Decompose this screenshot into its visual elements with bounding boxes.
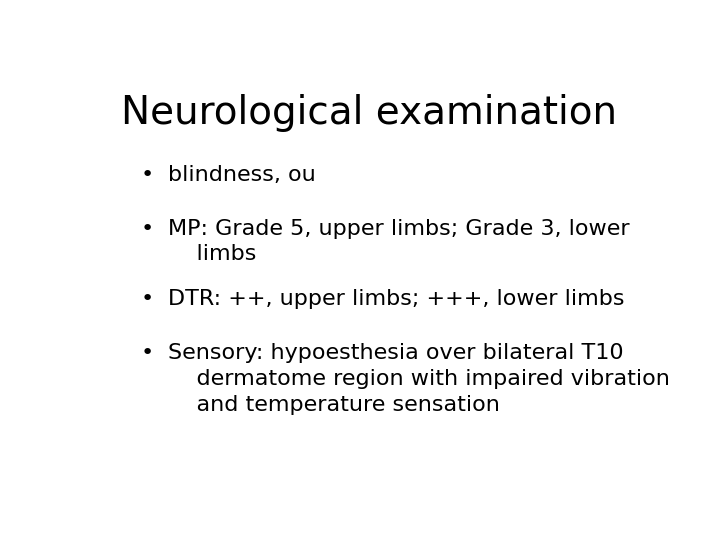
Text: •: • — [140, 343, 153, 363]
Text: blindness, ou: blindness, ou — [168, 165, 316, 185]
Text: Neurological examination: Neurological examination — [121, 94, 617, 132]
Text: •: • — [140, 289, 153, 309]
Text: •: • — [140, 165, 153, 185]
Text: DTR: ++, upper limbs; +++, lower limbs: DTR: ++, upper limbs; +++, lower limbs — [168, 289, 625, 309]
Text: Sensory: hypoesthesia over bilateral T10
    dermatome region with impaired vibr: Sensory: hypoesthesia over bilateral T10… — [168, 343, 670, 415]
Text: MP: Grade 5, upper limbs; Grade 3, lower
    limbs: MP: Grade 5, upper limbs; Grade 3, lower… — [168, 219, 630, 264]
Text: •: • — [140, 219, 153, 239]
